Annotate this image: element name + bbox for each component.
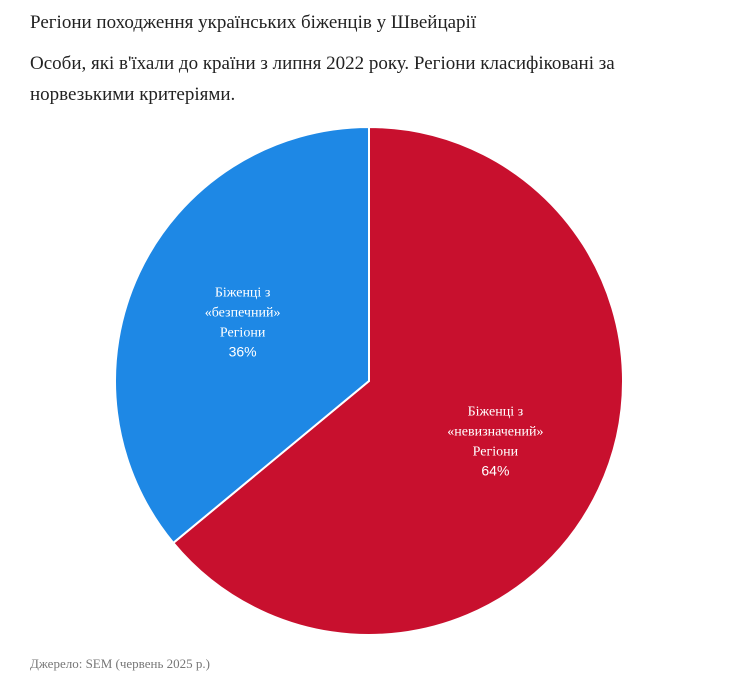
slice-label-0: Біженці з «невизначений» Регіони 64% [447,404,543,478]
slice-value-label: 64% [481,462,509,478]
source-note: Джерело: SEM (червень 2025 р.) [30,656,210,671]
pie-slice-0 [171,125,624,636]
slice-name-line: Регіони [473,444,519,459]
slice-name-line: Регіони [220,326,266,341]
slice-name-line: Біженці з [468,404,524,419]
pie-slice-1 [114,125,370,545]
slice-name-line: «безпечний» [205,306,281,321]
chart-title: Регіони походження українських біженців … [30,12,477,33]
slice-name-line: Біженці з [215,286,271,301]
slice-value-label: 36% [229,344,257,360]
slice-label-1: Біженці з «безпечний» Регіони 36% [205,286,281,360]
chart-subtitle: Особи, які в'їхали до країни з липня 202… [30,53,615,105]
slice-name-line: «невизначений» [447,424,543,439]
